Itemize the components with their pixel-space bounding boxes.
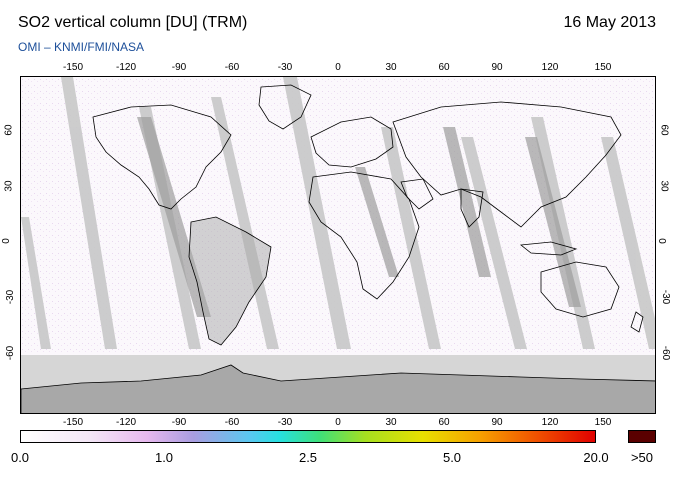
lon-tick-top-5: 0 xyxy=(335,62,341,73)
lon-tick-top-6: 30 xyxy=(385,62,397,73)
colorbar-overflow-label: >50 xyxy=(630,450,654,465)
lon-tick-bottom-9: 120 xyxy=(541,417,559,428)
colorbar-label-4: 20.0 xyxy=(583,450,609,465)
lon-tick-bottom-2: -90 xyxy=(171,417,187,428)
colorbar-label-1: 1.0 xyxy=(154,450,174,465)
colorbar-label-3: 5.0 xyxy=(442,450,462,465)
map-credit: OMI – KNMI/FMI/NASA xyxy=(18,40,145,54)
antarctica xyxy=(21,364,655,413)
lon-tick-top-8: 90 xyxy=(491,62,503,73)
lon-tick-top-4: -30 xyxy=(277,62,293,73)
so2-colorbar xyxy=(20,430,596,443)
map-title: SO2 vertical column [DU] (TRM) xyxy=(18,14,248,31)
lon-tick-top-10: 150 xyxy=(594,62,612,73)
lat-tick-left-1: 30 xyxy=(3,180,15,192)
so2-map xyxy=(20,76,656,414)
lon-tick-bottom-3: -60 xyxy=(224,417,240,428)
lon-tick-top-9: 120 xyxy=(541,62,559,73)
colorbar-label-0: 0.0 xyxy=(10,450,30,465)
lon-tick-bottom-6: 30 xyxy=(385,417,397,428)
lat-tick-right-0: 60 xyxy=(658,124,670,136)
colorbar-label-2: 2.5 xyxy=(298,450,318,465)
lat-tick-right-4: -60 xyxy=(660,345,672,361)
continents xyxy=(92,84,644,346)
lon-tick-top-2: -90 xyxy=(171,62,187,73)
lon-tick-top-3: -60 xyxy=(224,62,240,73)
lon-tick-bottom-5: 0 xyxy=(335,417,341,428)
lon-tick-bottom-7: 60 xyxy=(438,417,450,428)
map-canvas xyxy=(21,77,655,413)
lon-tick-top-1: -120 xyxy=(115,62,137,73)
lon-tick-bottom-10: 150 xyxy=(594,417,612,428)
lat-tick-right-2: 0 xyxy=(655,238,667,244)
colorbar-overflow-swatch xyxy=(628,430,656,443)
lon-tick-bottom-0: -150 xyxy=(62,417,84,428)
lon-tick-top-7: 60 xyxy=(438,62,450,73)
lon-tick-bottom-8: 90 xyxy=(491,417,503,428)
lat-tick-right-3: -30 xyxy=(660,289,672,305)
lat-tick-left-0: 60 xyxy=(3,124,15,136)
lon-tick-bottom-1: -120 xyxy=(115,417,137,428)
lat-tick-right-1: 30 xyxy=(658,180,670,192)
map-date: 16 May 2013 xyxy=(563,14,656,31)
lon-tick-top-0: -150 xyxy=(62,62,84,73)
lat-tick-left-4: -60 xyxy=(5,345,17,361)
lat-tick-left-2: 0 xyxy=(0,238,12,244)
lon-tick-bottom-4: -30 xyxy=(277,417,293,428)
lat-tick-left-3: -30 xyxy=(5,289,17,305)
